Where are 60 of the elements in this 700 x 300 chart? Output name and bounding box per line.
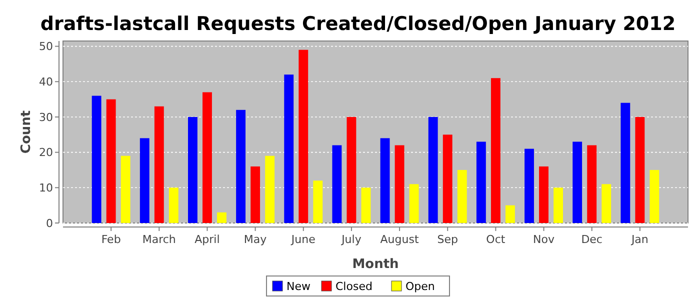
y-tick-label: 10 bbox=[39, 182, 53, 195]
bar bbox=[361, 188, 371, 223]
chart-title: drafts-lastcall Requests Created/Closed/Open January 2012 bbox=[40, 13, 676, 35]
bar bbox=[409, 184, 419, 223]
y-tick-label: 0 bbox=[46, 216, 53, 230]
x-tick-label: Oct bbox=[486, 233, 506, 246]
bar bbox=[284, 74, 294, 223]
y-axis-title: Count bbox=[19, 110, 34, 154]
bar bbox=[92, 96, 102, 223]
bar bbox=[120, 156, 130, 223]
x-tick-label: March bbox=[142, 233, 176, 246]
x-tick-label: Nov bbox=[533, 233, 555, 246]
bar bbox=[587, 145, 597, 223]
bar bbox=[298, 50, 308, 223]
x-tick-label: May bbox=[244, 233, 268, 246]
bar bbox=[265, 156, 275, 223]
bar bbox=[635, 116, 645, 223]
bar bbox=[442, 134, 452, 223]
bar bbox=[539, 166, 548, 223]
bar bbox=[154, 106, 164, 223]
y-tick-label: 50 bbox=[39, 40, 53, 54]
x-axis-title: Month bbox=[352, 257, 399, 272]
bar bbox=[380, 138, 390, 223]
bar bbox=[236, 110, 246, 223]
x-tick-label: August bbox=[380, 233, 420, 246]
bar bbox=[106, 99, 116, 223]
bar bbox=[250, 166, 260, 223]
bar bbox=[188, 116, 198, 223]
bar bbox=[476, 142, 486, 223]
bar bbox=[602, 184, 612, 223]
bar bbox=[490, 78, 500, 223]
x-tick-label: Sep bbox=[437, 233, 458, 246]
bar bbox=[394, 145, 404, 223]
bar bbox=[332, 145, 342, 223]
bar bbox=[428, 116, 438, 223]
bar bbox=[524, 148, 534, 223]
bar bbox=[572, 142, 582, 223]
bar bbox=[650, 170, 660, 223]
legend-label: New bbox=[286, 280, 310, 293]
y-tick-label: 30 bbox=[39, 110, 53, 124]
bar bbox=[202, 92, 212, 223]
x-tick-label: April bbox=[194, 233, 220, 246]
bar bbox=[554, 188, 563, 223]
legend-label: Closed bbox=[336, 280, 372, 293]
bar bbox=[457, 170, 467, 223]
bar bbox=[140, 138, 150, 223]
x-tick-label: July bbox=[340, 233, 362, 246]
bar bbox=[313, 180, 323, 223]
y-tick-label: 40 bbox=[39, 75, 53, 88]
bar bbox=[346, 116, 356, 223]
legend-label: Open bbox=[406, 280, 435, 293]
y-tick-label: 20 bbox=[39, 146, 53, 160]
x-tick-label: June bbox=[290, 233, 316, 246]
bar bbox=[505, 205, 515, 223]
bar bbox=[168, 188, 178, 223]
x-tick-label: Dec bbox=[581, 233, 602, 246]
x-tick-label: Feb bbox=[101, 233, 121, 246]
bar bbox=[217, 212, 226, 223]
x-tick-label: Jan bbox=[630, 233, 648, 246]
bar bbox=[620, 102, 630, 223]
